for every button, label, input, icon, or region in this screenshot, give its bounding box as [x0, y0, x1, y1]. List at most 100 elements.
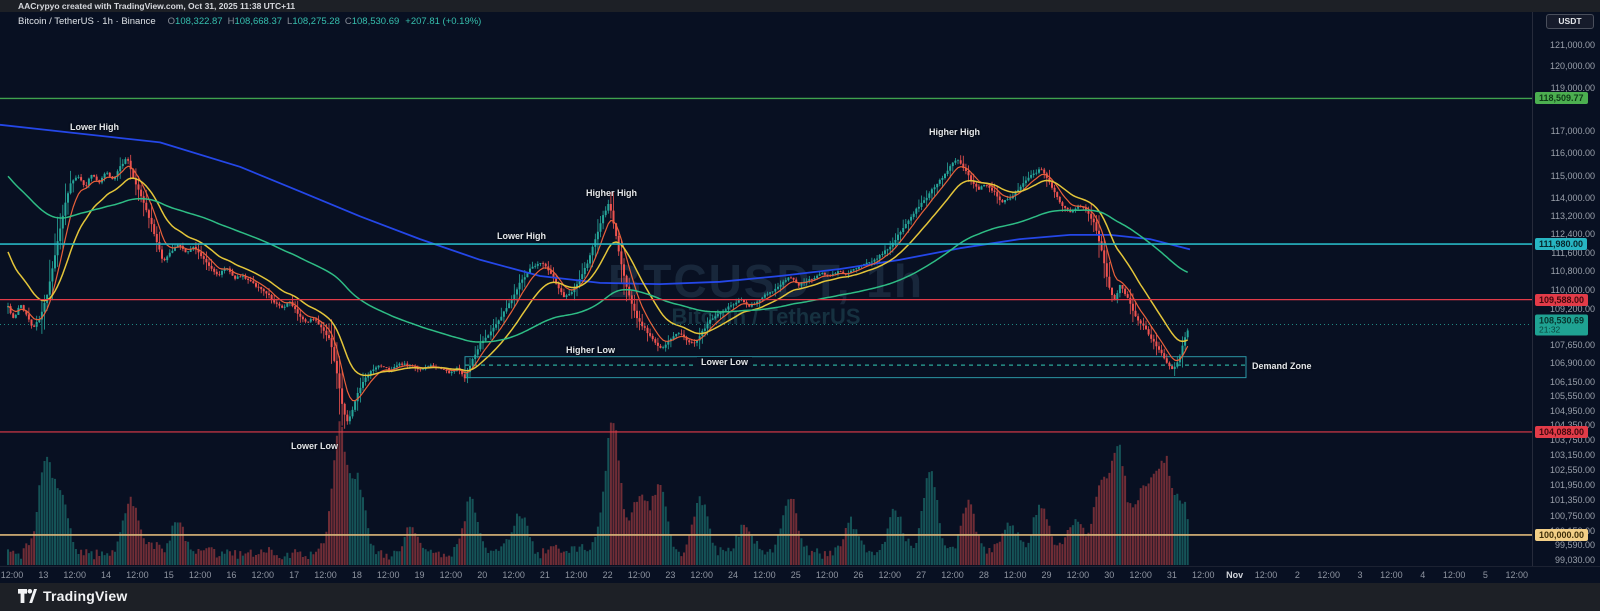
change-value: +207.81 (+0.19%) [405, 16, 482, 27]
price-tick: 106,150.00 [1549, 376, 1595, 387]
time-tick: 12:00 [1505, 570, 1529, 580]
chart-annotation: Higher Low [566, 345, 615, 355]
time-tick: 19 [414, 570, 425, 580]
time-tick: 28 [978, 570, 989, 580]
time-tick: 12:00 [1380, 570, 1403, 580]
time-tick: 26 [853, 570, 864, 580]
price-tick: 120,000.00 [1549, 61, 1595, 72]
time-tick: 17 [289, 570, 300, 580]
time-tick: 12:00 [314, 570, 337, 580]
symbol-legend[interactable]: Bitcoin / TetherUS · 1h · Binance O108,32… [18, 15, 481, 28]
price-line-label: 111,980.00 [1535, 238, 1588, 251]
price-tick: 102,550.00 [1549, 465, 1595, 476]
time-tick: 23 [665, 570, 676, 580]
chart-annotation: Demand Zone [1252, 361, 1312, 371]
time-tick: 16 [226, 570, 237, 580]
open-value: 108,322.87 [175, 16, 223, 27]
time-tick: 12:00 [0, 570, 24, 580]
time-tick: 12:00 [1192, 570, 1215, 580]
attribution-bar: AACrypyo created with TradingView.com, O… [0, 0, 1600, 12]
time-tick: 4 [1420, 570, 1426, 580]
time-tick: 12:00 [439, 570, 463, 580]
time-tick: 12:00 [1254, 570, 1278, 580]
time-tick: 12:00 [941, 570, 964, 580]
price-tick: 104,950.00 [1549, 405, 1595, 416]
time-tick: 18 [351, 570, 362, 580]
currency-button[interactable]: USDT [1546, 14, 1594, 29]
price-tick: 119,000.00 [1550, 82, 1595, 93]
time-tick: 12:00 [690, 570, 713, 580]
price-tick: 109,200.00 [1549, 303, 1595, 314]
price-tick: 110,000.00 [1550, 284, 1595, 295]
low-value: 108,275.28 [292, 16, 340, 27]
chart-pane[interactable]: BTCUSDT, 1h Bitcoin / TetherUS Bitcoin /… [0, 12, 1600, 566]
time-tick: 12:00 [1003, 570, 1027, 580]
time-tick: 12:00 [502, 570, 525, 580]
time-tick: 12:00 [1129, 570, 1152, 580]
time-tick: 15 [163, 570, 174, 580]
price-tick: 99,590.00 [1554, 540, 1595, 551]
time-tick: 12:00 [188, 570, 212, 580]
time-tick: 12:00 [63, 570, 86, 580]
price-tick: 121,000.00 [1549, 40, 1595, 50]
chart-annotation: Lower Low [697, 357, 752, 367]
low-label: L [287, 16, 293, 27]
chart-annotation: Lower High [497, 231, 546, 241]
price-line-label: 118,509.77 [1535, 92, 1588, 105]
chart-annotation: Higher High [586, 188, 637, 198]
high-value: 108,668.37 [234, 16, 283, 27]
close-value: 108,530.69 [351, 16, 400, 27]
price-tick: 103,150.00 [1549, 450, 1595, 461]
time-axis[interactable]: 12:00 13 12:00 14 12:00 15 12:00 16 12:00 17 12:00… [0, 566, 1600, 583]
chart-annotation: Lower Low [291, 441, 338, 451]
chart-annotation: Lower High [70, 122, 119, 132]
high-label: H [227, 16, 235, 27]
time-tick: 31 [1166, 570, 1177, 580]
time-tick: 22 [602, 570, 613, 580]
time-tick: 13 [38, 570, 49, 580]
time-tick: 14 [101, 570, 112, 580]
time-tick: 5 [1482, 570, 1488, 580]
time-tick: 12:00 [753, 570, 776, 580]
price-axis[interactable]: USDT 121,000.00 120,000.00 119,000.00 117,0… [1532, 12, 1600, 566]
time-tick: 27 [916, 570, 927, 580]
price-tick: 101,950.00 [1549, 480, 1595, 491]
tradingview-glyph-icon [18, 589, 37, 603]
tradingview-logo[interactable]: TradingView [18, 588, 127, 604]
candle-countdown: 21:32 [1539, 324, 1561, 334]
time-tick: 12:00 [878, 570, 902, 580]
price-tick: 111,600.00 [1551, 247, 1595, 258]
time-tick: 21 [539, 570, 550, 580]
time-tick: 12:00 [1066, 570, 1090, 580]
symbol-title[interactable]: Bitcoin / TetherUS · 1h · Binance [18, 16, 156, 27]
price-tick: 107,650.00 [1549, 340, 1595, 351]
time-tick: 20 [477, 570, 488, 580]
time-tick: 30 [1104, 570, 1115, 580]
time-tick: 2 [1294, 570, 1300, 580]
time-tick: 12:00 [126, 570, 149, 580]
time-tick: 12:00 [251, 570, 275, 580]
time-tick: 24 [728, 570, 739, 580]
price-tick: 99,030.00 [1554, 554, 1595, 565]
price-line-label: 104,088.00 [1535, 425, 1589, 438]
price-chart-canvas[interactable] [0, 12, 1532, 566]
price-tick: 115,000.00 [1550, 170, 1595, 181]
close-label: C [344, 16, 352, 27]
price-tick: 113,200.00 [1550, 211, 1595, 222]
time-tick: 29 [1041, 570, 1052, 580]
time-tick: 12:00 [815, 570, 839, 580]
last-price-label: 108,530.69 21:32 [1535, 314, 1589, 335]
time-tick: 25 [790, 570, 801, 580]
open-label: O [167, 16, 176, 27]
price-tick: 101,350.00 [1549, 495, 1595, 506]
price-tick: 114,000.00 [1550, 193, 1595, 204]
price-line-label: 109,588.00 [1535, 293, 1589, 306]
time-tick: 3 [1357, 570, 1363, 580]
price-tick: 117,000.00 [1550, 126, 1595, 137]
time-tick: 12:00 [1317, 570, 1340, 580]
attribution-text: AACrypyo created with TradingView.com, O… [18, 1, 296, 11]
price-tick: 100,750.00 [1549, 510, 1595, 521]
time-tick: 12:00 [627, 570, 651, 580]
tradingview-wordmark: TradingView [43, 588, 128, 604]
